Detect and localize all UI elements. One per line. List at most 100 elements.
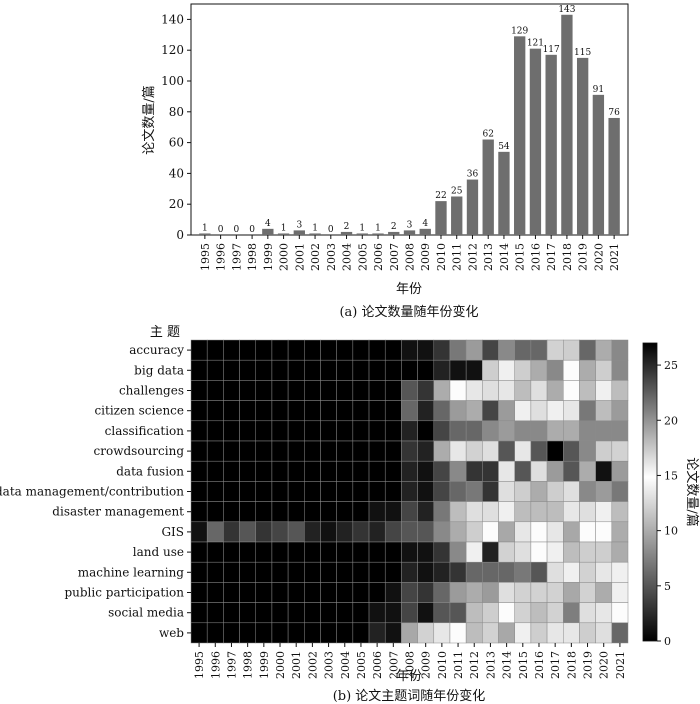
heatmap-cell: [611, 359, 629, 381]
heatmap-cell: [530, 420, 548, 442]
heatmap-cell: [320, 602, 337, 624]
heatmap-cell: [417, 339, 435, 361]
heatmap-cell: [514, 400, 532, 422]
heatmap-x-tick-label: 2014: [501, 651, 514, 679]
heatmap-cell: [546, 380, 564, 401]
heatmap-cell: [611, 501, 629, 523]
bar-y-tick-label: 0: [176, 228, 184, 242]
heatmap-cell: [287, 622, 305, 644]
heatmap-cell: [352, 561, 370, 583]
heatmap-cell: [482, 440, 499, 462]
heatmap-cell: [433, 541, 451, 563]
heatmap-cell: [336, 622, 354, 644]
bar-x-tick-label: 2007: [388, 243, 401, 271]
heatmap-cell: [449, 400, 467, 422]
bar: [451, 196, 463, 235]
bar-y-tick-label: 140: [161, 12, 184, 26]
heatmap-cell: [417, 602, 435, 624]
heatmap-cell: [401, 541, 418, 563]
heatmap-cell: [190, 400, 208, 422]
heatmap-cell: [546, 602, 564, 624]
heatmap-cell: [611, 582, 629, 603]
heatmap-cell: [514, 359, 532, 381]
heatmap-cell: [255, 602, 273, 624]
heatmap-cell: [514, 481, 532, 502]
heatmap-cell: [287, 501, 305, 523]
heatmap-cell: [223, 380, 240, 401]
bar-x-tick-label: 2013: [482, 243, 495, 271]
colorbar-tick-label: 10: [664, 525, 678, 538]
heatmap-cell: [417, 440, 435, 462]
heatmap-cell: [449, 339, 467, 361]
heatmap-cell: [271, 561, 289, 583]
bar-x-tick-label: 2014: [498, 243, 511, 271]
bar: [309, 233, 321, 235]
heatmap-cell: [498, 622, 515, 644]
heatmap-cell: [255, 420, 273, 442]
heatmap-cell: [287, 602, 305, 624]
heatmap-cell: [579, 440, 596, 462]
heatmap-cell: [530, 582, 548, 603]
bar-chart-title: (a) 论文数量随年份变化: [339, 304, 478, 320]
heatmap-cell: [498, 460, 515, 482]
heatmap-cell: [514, 521, 532, 543]
heatmap-cell: [595, 481, 613, 502]
heatmap-cell: [352, 359, 370, 381]
heatmap-cell: [482, 380, 499, 401]
heatmap-cell: [190, 582, 208, 603]
heatmap-cell: [287, 339, 305, 361]
heatmap-cell: [401, 339, 418, 361]
heatmap-cell: [530, 339, 548, 361]
bar-value-label: 4: [422, 219, 428, 229]
bar-x-tick-label: 2009: [419, 243, 432, 271]
heatmap-x-axis-label: 年份: [396, 669, 422, 684]
heatmap-cell: [563, 602, 580, 624]
heatmap-cell: [401, 582, 418, 603]
heatmap-cell: [530, 541, 548, 563]
heatmap-cell: [449, 380, 467, 401]
heatmap-cell: [563, 481, 580, 502]
heatmap-cell: [271, 440, 289, 462]
heatmap-cell: [368, 561, 386, 583]
heatmap-chart: 主 题 accuracy big data challenges citizen sc…: [0, 325, 699, 704]
heatmap-cell: [190, 440, 208, 462]
heatmap-cell: [611, 440, 629, 462]
heatmap-cell: [563, 440, 580, 462]
heatmap-cell: [336, 582, 354, 603]
heatmap-cell: [206, 541, 224, 563]
heatmap-cell: [595, 501, 613, 523]
heatmap-cell: [384, 481, 402, 502]
bar-value-label: 54: [498, 142, 510, 152]
bar-data-labels: 1 0 0 04 1 3 1 0 2 1 1 2 3 422 25366254129121117143115…: [202, 5, 620, 235]
bar-x-tick-label: 2003: [325, 243, 338, 271]
heatmap-x-tick-label: 2003: [323, 651, 336, 679]
heatmap-cell: [336, 420, 354, 442]
heatmap-cell: [206, 561, 224, 583]
heatmap-cell: [546, 460, 564, 482]
heatmap-cell: [401, 521, 418, 543]
heatmap-cell: [320, 339, 337, 361]
heatmap-cell: [320, 440, 337, 462]
heatmap-cell: [482, 622, 499, 644]
heatmap-cell: [579, 339, 596, 361]
heatmap-x-tick-label: 1999: [258, 651, 271, 679]
heatmap-cell: [482, 541, 499, 563]
heatmap-cell: [514, 420, 532, 442]
heatmap-cell: [223, 359, 240, 381]
heatmap-cell: [563, 622, 580, 644]
colorbar-tick-label: 15: [664, 469, 678, 482]
heatmap-cell: [223, 602, 240, 624]
heatmap-cell: [271, 622, 289, 644]
heatmap-cell: [304, 380, 321, 401]
heatmap-cell: [384, 380, 402, 401]
heatmap-cell: [433, 440, 451, 462]
heatmap-cell: [465, 521, 483, 543]
bar: [277, 233, 290, 235]
heatmap-cell: [384, 602, 402, 624]
heatmap-cell: [417, 622, 435, 644]
bar-series: [199, 14, 620, 236]
heatmap-cell: [563, 582, 580, 603]
heatmap-cell: [352, 481, 370, 502]
heatmap-cell: [401, 622, 418, 644]
heatmap-cell: [546, 420, 564, 442]
